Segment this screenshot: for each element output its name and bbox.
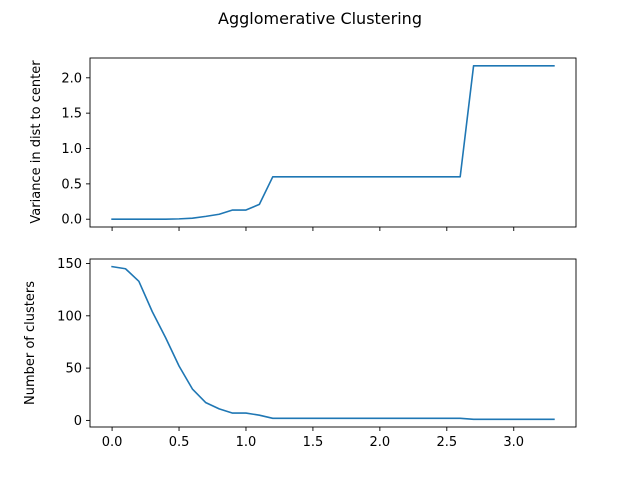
bottom-x-tick-label: 0.0 <box>102 435 123 450</box>
top-y-axis-label: Variance in dist to center <box>29 60 44 224</box>
top-y-tick-label: 0.5 <box>61 177 82 192</box>
top-y-tick-label: 2.0 <box>61 71 82 86</box>
bottom-y-tick-label: 150 <box>57 257 82 272</box>
bottom-y-tick-label: 0 <box>74 414 82 429</box>
bottom-x-tick-label: 2.5 <box>436 435 457 450</box>
bottom-subplot: Number of clusters 0.0 0.5 1.0 1.5 2.0 2.5 3.0… <box>23 257 577 450</box>
top-series-line-0 <box>111 64 555 221</box>
bottom-y-tick-label: 50 <box>65 362 82 377</box>
top-axes-frame <box>89 57 577 228</box>
bottom-x-tick-label: 1.0 <box>236 435 257 450</box>
top-y-tick-label: 1.0 <box>61 142 82 157</box>
bottom-x-tick-label: 1.5 <box>303 435 324 450</box>
bottom-x-tick-label: 3.0 <box>503 435 524 450</box>
top-y-tick-label: 1.5 <box>61 107 82 122</box>
figure-title: Agglomerative Clustering <box>218 9 422 28</box>
bottom-x-tick-label: 0.5 <box>169 435 190 450</box>
bottom-y-axis-label: Number of clusters <box>23 281 38 405</box>
bottom-y-tick-label: 100 <box>57 309 82 324</box>
top-y-tick-label: 0.0 <box>61 213 82 228</box>
bottom-series-line-0 <box>111 265 555 421</box>
bottom-axes-frame <box>89 258 577 428</box>
bottom-x-tick-label: 2.0 <box>370 435 391 450</box>
top-subplot: Variance in dist to center 0.0 0.5 1.0 1.5 2… <box>29 57 577 231</box>
